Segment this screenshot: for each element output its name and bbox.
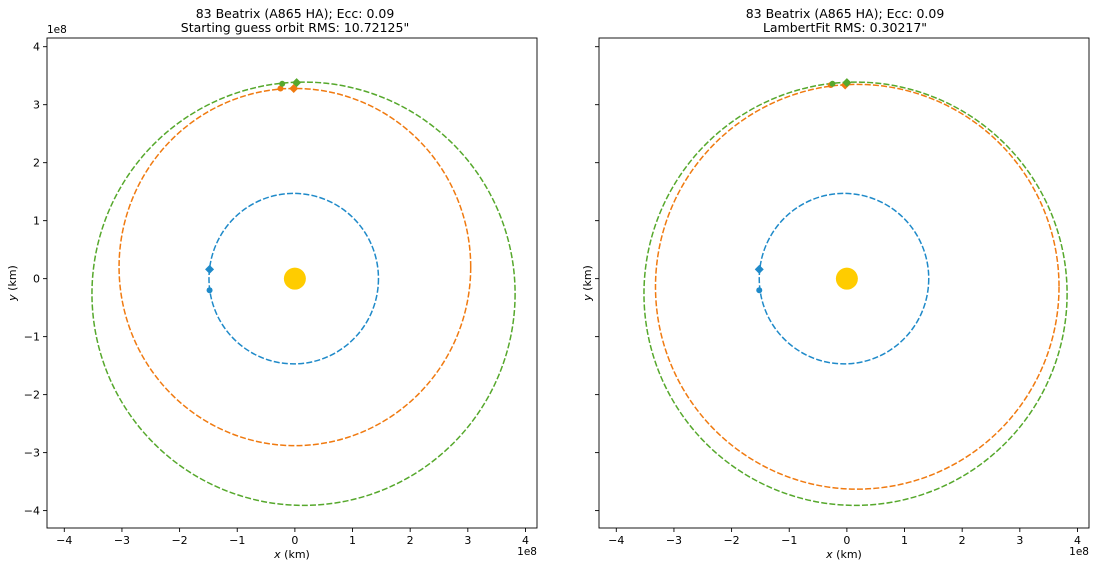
right-x-axis-label: x (km) xyxy=(825,548,862,561)
right-x-axis-unit: (km) xyxy=(833,548,862,561)
right-x-tick-label: 0 xyxy=(843,534,850,547)
earth-orbit-line xyxy=(208,192,380,365)
left-x-tick-label: 0 xyxy=(291,534,298,547)
earth-orbit-line xyxy=(758,192,930,365)
right-y-axis-var: y xyxy=(581,294,594,302)
right-title-line2: LambertFit RMS: 0.30217" xyxy=(763,20,927,35)
right-x-tick-label: 3 xyxy=(1016,534,1023,547)
left-x-tick-label: −4 xyxy=(56,534,72,547)
reference-orbit-diamond-marker xyxy=(842,78,852,88)
right-panel: 83 Beatrix (A865 HA); Ecc: 0.09 LambertF… xyxy=(581,6,1090,561)
earth-diamond-marker xyxy=(205,264,215,274)
left-x-axis-unit: (km) xyxy=(281,548,310,561)
right-x-tick-label: 1 xyxy=(901,534,908,547)
left-plot-content xyxy=(91,78,516,507)
sun-marker xyxy=(283,267,306,290)
left-title-line1: 83 Beatrix (A865 HA); Ecc: 0.09 xyxy=(196,6,395,21)
right-y-axis-label: y (km) xyxy=(581,265,594,302)
left-panel: 83 Beatrix (A865 HA); Ecc: 0.09 Starting… xyxy=(6,6,538,561)
right-x-tick-label: 2 xyxy=(959,534,966,547)
left-y-tick-label: −1 xyxy=(24,331,40,344)
left-axes-frame xyxy=(46,37,538,529)
right-y-ticks xyxy=(595,46,599,512)
left-y-tick-label: 0 xyxy=(33,273,40,286)
left-y-axis-unit: (km) xyxy=(6,265,19,294)
left-x-tick-label: 2 xyxy=(407,534,414,547)
left-x-axis-var: x xyxy=(273,548,281,561)
earth-circle-marker xyxy=(756,287,763,294)
left-y-tick-label: −3 xyxy=(24,447,40,460)
starting-guess-orbit-circle-marker xyxy=(277,85,284,92)
left-y-offset-text: 1e8 xyxy=(47,24,67,36)
right-axes-frame xyxy=(598,37,1090,529)
sun-marker xyxy=(835,267,858,290)
left-x-tick-label: −1 xyxy=(229,534,245,547)
starting-guess-orbit-orbit-line xyxy=(118,87,472,447)
right-x-offset-text: 1e8 xyxy=(1069,546,1089,558)
lambertfit-orbit-orbit-line xyxy=(654,83,1060,490)
right-plot-content xyxy=(643,78,1068,507)
left-y-ticks: −4 −3 −2 −1 0 1 2 3 4 xyxy=(24,41,47,518)
left-x-tick-label: −3 xyxy=(114,534,130,547)
left-x-tick-label: 4 xyxy=(522,534,529,547)
left-y-tick-label: 1 xyxy=(33,215,40,228)
left-x-offset-text: 1e8 xyxy=(517,546,537,558)
left-y-tick-label: −2 xyxy=(24,389,40,402)
right-x-tick-label: −4 xyxy=(608,534,624,547)
reference-orbit-orbit-line xyxy=(91,81,516,507)
reference-orbit-circle-marker xyxy=(829,80,836,87)
left-y-tick-label: 3 xyxy=(33,99,40,112)
earth-circle-marker xyxy=(206,287,213,294)
left-x-tick-label: 3 xyxy=(464,534,471,547)
right-title-line1: 83 Beatrix (A865 HA); Ecc: 0.09 xyxy=(746,6,945,21)
right-x-axis-var: x xyxy=(825,548,833,561)
right-x-ticks: −4 −3 −2 −1 0 1 2 3 4 xyxy=(608,528,1081,547)
earth-diamond-marker xyxy=(754,264,764,274)
right-x-tick-label: −3 xyxy=(666,534,682,547)
left-x-tick-label: 1 xyxy=(349,534,356,547)
right-y-axis-unit: (km) xyxy=(581,265,594,294)
left-x-ticks: −4 −3 −2 −1 0 1 2 3 4 xyxy=(56,528,529,547)
left-title-line2: Starting guess orbit RMS: 10.72125" xyxy=(181,20,409,35)
reference-orbit-circle-marker xyxy=(279,80,286,87)
left-y-tick-label: 4 xyxy=(33,41,40,54)
right-x-tick-label: −1 xyxy=(781,534,797,547)
left-y-tick-label: 2 xyxy=(33,157,40,170)
left-y-tick-label: −4 xyxy=(24,505,40,518)
left-x-tick-label: −2 xyxy=(171,534,187,547)
reference-orbit-diamond-marker xyxy=(292,78,302,88)
right-x-tick-label: 4 xyxy=(1074,534,1081,547)
left-y-axis-var: y xyxy=(6,294,19,302)
left-x-axis-label: x (km) xyxy=(273,548,310,561)
reference-orbit-orbit-line xyxy=(643,81,1068,507)
right-x-tick-label: −2 xyxy=(723,534,739,547)
left-y-axis-label: y (km) xyxy=(6,265,19,302)
